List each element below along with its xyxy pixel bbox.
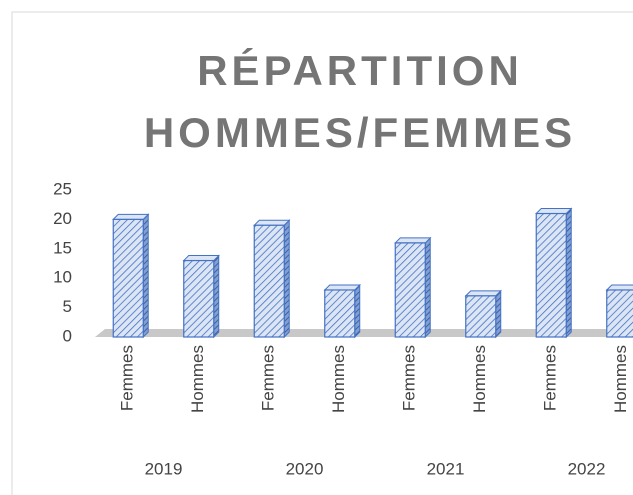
y-tick-label: 15 [53,238,72,257]
bar-top [253,219,291,226]
bar [465,295,497,338]
bar [606,289,633,338]
bar-side [142,213,149,339]
bar [253,224,285,338]
x-tick-label: Femmes [118,345,137,411]
bar-top [394,237,432,244]
y-tick-label: 10 [53,268,72,287]
bar [394,242,426,338]
chart-border [11,11,633,495]
x-tick-label: Hommes [611,345,630,413]
bar-top [323,284,361,291]
x-tick-label: Femmes [541,345,560,411]
group-label: 2022 [568,459,606,478]
bar [183,259,215,338]
x-tick-label: Hommes [470,345,489,413]
x-tick-label: Hommes [329,345,348,413]
y-tick-label: 25 [53,179,72,198]
bar-top [112,213,150,220]
group-label: 2021 [427,459,465,478]
group-label: 2019 [145,459,183,478]
bar-side [424,236,431,339]
x-tick-label: Femmes [259,345,278,411]
x-tick-label: Hommes [188,345,207,413]
chart-title: RÉPARTITION HOMMES/FEMMES [143,47,577,156]
bar-side [283,219,290,339]
bar-side [495,289,502,339]
bar [324,289,356,338]
bar-side [213,254,220,339]
bar-top [182,255,220,262]
bar-top [605,284,633,291]
bar-top [464,290,502,297]
bar [535,212,567,338]
bar-top [535,208,573,215]
group-label: 2020 [286,459,324,478]
y-tick-label: 0 [63,326,72,345]
y-tick-label: 20 [53,209,72,228]
bar [112,218,144,338]
bar-side [354,283,361,339]
y-tick-label: 5 [63,297,72,316]
x-tick-label: Femmes [400,345,419,411]
bar-side [565,207,572,339]
